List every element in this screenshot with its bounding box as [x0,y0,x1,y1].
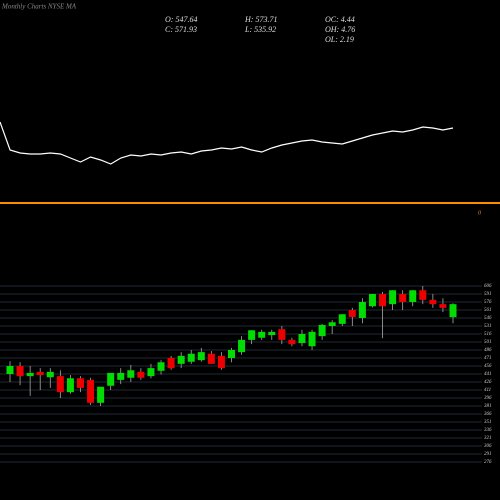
candle-body [177,355,185,364]
y-tick-label: 561 [484,308,492,313]
reference-label: 0 [478,210,481,216]
y-tick-label: 531 [484,324,492,329]
candle-body [137,371,145,378]
candle-body [429,299,437,305]
candle-body [288,339,296,345]
candle-body [56,376,64,393]
candle-body [26,372,34,377]
candle-body [419,290,427,300]
y-tick-label: 396 [484,396,492,401]
ohlc-stat: OL: 2.19 [325,35,354,44]
y-tick-label: 456 [484,364,492,369]
y-tick-label: 486 [484,348,492,353]
ohlc-stat: O: 547.64 [165,15,197,24]
candle-body [338,314,346,324]
candle-body [157,362,165,371]
y-tick-label: 381 [484,404,492,409]
candle-body [127,370,135,378]
y-tick-label: 351 [484,420,492,425]
candle-body [248,330,256,340]
candle-body [298,334,306,344]
candle-body [368,294,376,307]
candle-body [348,310,356,317]
y-tick-label: 606 [484,284,492,289]
y-tick-label: 306 [484,444,492,449]
y-tick-label: 276 [484,460,492,465]
ohlc-stat: OC: 4.44 [325,15,355,24]
ohlc-stat: OH: 4.76 [325,25,355,34]
candle-body [217,355,225,369]
y-tick-label: 471 [484,356,492,361]
candle-body [87,379,95,403]
ohlc-stat: H: 573.71 [244,15,277,24]
y-tick-label: 336 [484,428,492,433]
candle-body [117,372,125,380]
candle-body [46,371,54,378]
candle-body [66,378,74,393]
y-tick-label: 291 [484,452,492,457]
ohlc-stat: L: 535.92 [244,25,276,34]
candle-body [238,339,246,353]
candle-body [308,331,316,347]
candle-body [107,372,115,386]
candle-body [76,378,84,388]
candle-body [268,331,276,336]
candle-body [318,324,326,337]
candle-body [449,304,457,318]
candle-body [278,329,286,340]
y-tick-label: 546 [484,316,492,321]
y-tick-label: 411 [484,388,491,393]
y-tick-label: 321 [484,436,492,441]
y-tick-label: 576 [484,300,492,305]
chart-title: Monthly Charts NYSE MA [1,3,77,11]
candle-body [97,386,105,403]
candle-body [6,366,14,374]
ohlc-stat: C: 571.93 [165,25,197,34]
y-tick-label: 591 [484,292,492,297]
candle-body [358,302,366,318]
y-tick-label: 501 [484,340,492,345]
candle-body [207,353,215,364]
candle-body [197,352,205,361]
candle-body [328,322,336,326]
indicator-line [0,121,454,165]
candle-body [167,358,175,369]
candle-body [147,368,155,377]
y-tick-label: 516 [484,332,492,337]
y-tick-label: 426 [484,380,492,385]
candle-body [36,371,44,376]
y-tick-label: 366 [484,412,492,417]
candle-body [187,353,195,362]
candle-body [379,294,387,307]
candle-body [409,290,417,302]
candle-body [16,366,24,377]
candle-body [228,350,235,358]
y-tick-label: 441 [484,372,492,377]
candle-body [258,331,266,338]
candle-body [389,290,397,305]
candle-body [399,294,407,302]
candle-body [439,304,447,308]
